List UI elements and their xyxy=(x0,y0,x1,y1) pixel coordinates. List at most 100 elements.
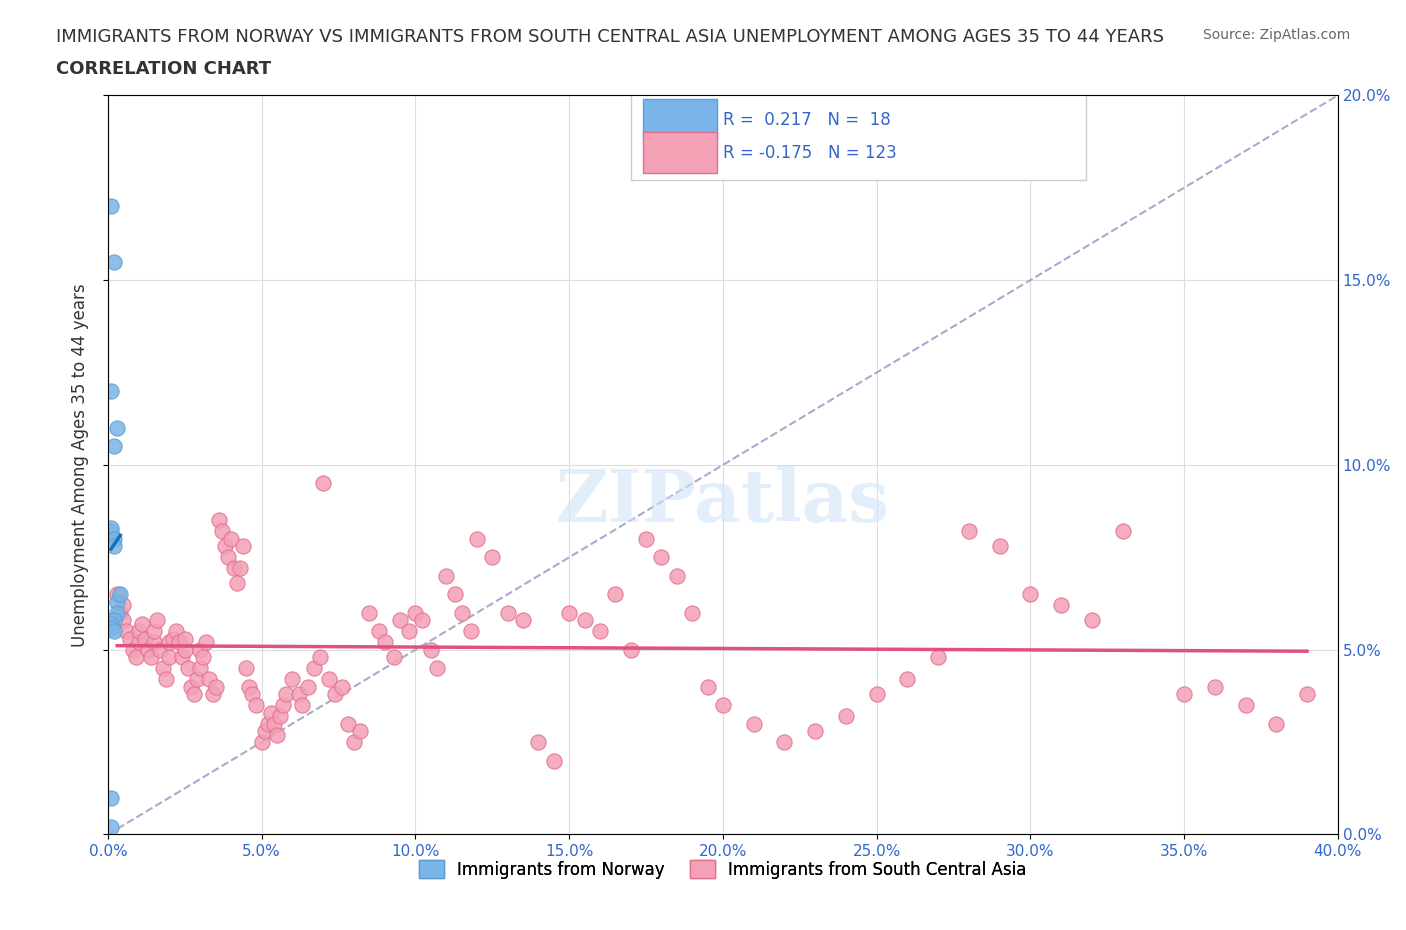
Point xyxy=(211,524,233,538)
Point xyxy=(1204,679,1226,694)
Point xyxy=(1173,686,1195,701)
Point xyxy=(605,587,627,602)
Point xyxy=(180,679,202,694)
Point xyxy=(650,550,672,565)
Point xyxy=(835,709,858,724)
Point xyxy=(235,660,257,675)
Y-axis label: Unemployment Among Ages 35 to 44 years: Unemployment Among Ages 35 to 44 years xyxy=(72,283,89,646)
Point xyxy=(105,605,128,620)
Point xyxy=(367,624,389,639)
Point xyxy=(112,598,135,613)
Point xyxy=(1111,524,1133,538)
Point xyxy=(242,686,264,701)
Point xyxy=(238,679,260,694)
Point xyxy=(1265,716,1288,731)
Point xyxy=(330,679,353,694)
Point xyxy=(253,724,276,738)
Text: IMMIGRANTS FROM NORWAY VS IMMIGRANTS FROM SOUTH CENTRAL ASIA UNEMPLOYMENT AMONG : IMMIGRANTS FROM NORWAY VS IMMIGRANTS FRO… xyxy=(56,28,1164,46)
Point xyxy=(229,561,252,576)
Point xyxy=(103,531,125,546)
Point xyxy=(450,605,472,620)
Point xyxy=(232,538,254,553)
Point xyxy=(398,624,420,639)
Point xyxy=(143,624,166,639)
Point xyxy=(263,716,285,731)
Point xyxy=(620,643,643,658)
Text: R = -0.175   N = 123: R = -0.175 N = 123 xyxy=(681,150,869,167)
Point xyxy=(103,254,125,269)
Point xyxy=(136,643,159,658)
Point xyxy=(742,716,765,731)
Point xyxy=(444,587,467,602)
Point xyxy=(665,568,688,583)
Point xyxy=(512,613,534,628)
Point xyxy=(1234,698,1257,712)
Point xyxy=(100,520,122,535)
Point xyxy=(146,613,169,628)
Point xyxy=(105,587,128,602)
Point xyxy=(1019,587,1042,602)
Point xyxy=(434,568,457,583)
Point xyxy=(124,650,146,665)
Point xyxy=(134,631,156,646)
Point xyxy=(159,650,181,665)
Point xyxy=(159,635,181,650)
Point xyxy=(103,538,125,553)
Point xyxy=(927,650,949,665)
FancyBboxPatch shape xyxy=(643,100,717,140)
Point xyxy=(173,631,195,646)
Point xyxy=(149,643,172,658)
Point xyxy=(696,679,718,694)
Point xyxy=(574,613,596,628)
Point xyxy=(115,624,138,639)
Point xyxy=(100,790,122,805)
Point xyxy=(112,613,135,628)
Point xyxy=(957,524,980,538)
Point xyxy=(103,439,125,454)
Point xyxy=(297,679,319,694)
Point xyxy=(167,635,190,650)
Point xyxy=(865,686,887,701)
Legend: Immigrants from Norway, Immigrants from South Central Asia: Immigrants from Norway, Immigrants from … xyxy=(412,854,1033,885)
Point xyxy=(155,671,177,686)
Point xyxy=(411,613,433,628)
Point xyxy=(201,686,224,701)
Point xyxy=(110,605,132,620)
Text: R =  0.217   N =   18: R = 0.217 N = 18 xyxy=(681,123,868,140)
Point xyxy=(543,753,565,768)
Point xyxy=(1050,598,1073,613)
Point xyxy=(257,716,280,731)
FancyBboxPatch shape xyxy=(631,92,1085,180)
Point xyxy=(118,631,141,646)
Point xyxy=(173,643,195,658)
Point xyxy=(681,605,703,620)
Point xyxy=(773,735,796,750)
Point xyxy=(426,660,449,675)
Point xyxy=(143,635,166,650)
Point xyxy=(496,605,519,620)
Point xyxy=(195,635,218,650)
Point xyxy=(271,698,294,712)
Point xyxy=(208,513,231,528)
Point xyxy=(103,624,125,639)
Point xyxy=(128,624,150,639)
Point xyxy=(105,420,128,435)
Point xyxy=(226,576,249,591)
Point xyxy=(214,538,236,553)
Point xyxy=(359,605,381,620)
Point xyxy=(374,635,396,650)
Point xyxy=(460,624,482,639)
Point xyxy=(103,613,125,628)
Text: R =  0.217   N =  18: R = 0.217 N = 18 xyxy=(723,111,890,128)
Point xyxy=(245,698,267,712)
Point xyxy=(343,735,366,750)
Point xyxy=(100,199,122,214)
Point xyxy=(105,594,128,609)
Point xyxy=(276,686,298,701)
FancyBboxPatch shape xyxy=(643,132,717,173)
Point xyxy=(121,643,143,658)
Point xyxy=(170,650,193,665)
Point xyxy=(465,531,488,546)
Point xyxy=(250,735,273,750)
Point xyxy=(198,671,221,686)
